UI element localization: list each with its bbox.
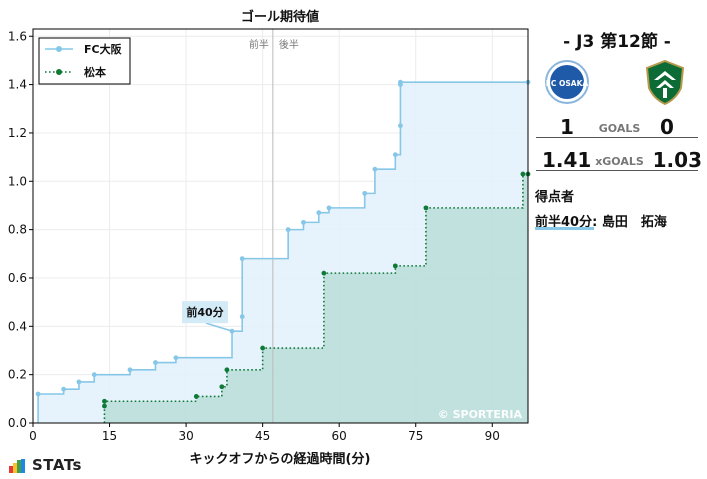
data-point — [520, 171, 526, 177]
data-point — [153, 360, 158, 365]
x-tick-label: 60 — [332, 429, 347, 443]
data-point — [260, 345, 266, 351]
axis-ticks: 0 15 30 45 60 75 90 0.0 0.2 0.4 0.6 0.8 1.0 1.2 1.4 1.6 — [8, 29, 500, 443]
data-point — [239, 256, 245, 262]
data-point — [61, 386, 67, 392]
home-team-crest: FC OSAKA — [545, 60, 589, 104]
data-point — [35, 391, 41, 397]
y-tick-label: 1.6 — [8, 29, 27, 43]
goal-annotation-label: 前40分 — [186, 305, 223, 319]
y-tick-label: 0.2 — [8, 368, 27, 382]
series-areas — [38, 82, 529, 423]
chart-title: ゴール期待値 — [241, 9, 319, 25]
x-axis-label: キックオフからの経過時間(分) — [190, 451, 371, 467]
divider — [536, 137, 698, 138]
data-point — [239, 314, 245, 320]
y-tick-label: 1.0 — [8, 174, 27, 188]
legend: FC大阪 松本 — [38, 37, 131, 85]
second-half-label: 後半 — [279, 38, 299, 51]
goals-label: GOALS — [598, 122, 641, 135]
series-lines — [37, 81, 528, 423]
data-point — [173, 355, 179, 361]
data-point — [127, 367, 133, 373]
home-xg: 1.41 — [542, 148, 592, 172]
goals-row: 1 GOALS 0 — [532, 115, 702, 141]
brand-name: STATs — [32, 456, 82, 474]
legend-marker-home — [56, 46, 62, 52]
series-points — [35, 79, 531, 409]
data-point — [392, 263, 398, 269]
goal-annotation-box — [182, 301, 229, 324]
y-tick-label: 0.8 — [8, 223, 27, 237]
data-point — [398, 123, 403, 129]
x-tick-label: 90 — [485, 429, 500, 443]
y-tick-label: 1.4 — [8, 78, 27, 92]
y-tick-label: 1.2 — [8, 126, 27, 140]
scorers-title: 得点者 — [535, 190, 575, 205]
xg-row: 1.41 xGOALS 1.03 — [532, 148, 702, 174]
data-point — [316, 210, 322, 216]
data-point — [423, 205, 429, 211]
y-tick-label: 0.0 — [8, 416, 27, 430]
line-home — [37, 81, 528, 423]
away-xg: 1.03 — [652, 148, 702, 172]
legend-label-away: 松本 — [84, 65, 106, 79]
x-tick-label: 30 — [178, 429, 193, 443]
data-point — [76, 379, 82, 385]
match-summary-panel: - J3 第12節 - FC OSAKA 1 GOALS 0 1.41 xGOA… — [532, 0, 702, 479]
data-point — [285, 227, 291, 233]
match-title: - J3 第12節 - — [563, 32, 671, 52]
goal-annotation-leader — [205, 322, 233, 332]
x-tick-label: 75 — [408, 429, 423, 443]
x-tick-label: 15 — [102, 429, 117, 443]
data-point — [392, 152, 398, 158]
data-point — [326, 205, 332, 211]
away-goals: 0 — [660, 115, 674, 139]
data-point — [219, 384, 225, 390]
data-point — [193, 394, 199, 399]
data-point — [321, 270, 327, 276]
x-tick-label: 0 — [29, 429, 37, 443]
data-point — [224, 367, 230, 373]
first-half-label: 前半 — [249, 38, 269, 51]
y-tick-label: 0.6 — [8, 271, 27, 285]
x-tick-label: 45 — [255, 429, 270, 443]
home-goals: 1 — [560, 115, 574, 139]
y-tick-label: 0.4 — [8, 319, 27, 333]
xg-label: xGOALS — [595, 155, 644, 168]
scorer-underline — [535, 227, 594, 230]
home-crest-text: FC OSAKA — [546, 79, 589, 88]
data-point — [398, 79, 403, 85]
brand-bars-icon — [9, 459, 27, 473]
data-point — [102, 398, 107, 404]
away-team-crest — [645, 59, 685, 106]
legend-label-home: FC大阪 — [84, 42, 123, 56]
data-point — [362, 190, 368, 196]
legend-box — [38, 37, 131, 85]
divider — [536, 170, 698, 171]
data-point — [229, 328, 235, 334]
xg-chart: ゴール期待値 前半 後半 前40分 © SPORTERIA 0 15 30 45 60 7… — [8, 9, 531, 467]
data-point — [102, 403, 107, 409]
data-point — [372, 166, 378, 172]
watermark: © SPORTERIA — [438, 408, 523, 421]
data-point — [301, 219, 306, 225]
plot-frame — [32, 28, 529, 424]
scorer-item: 前半40分: 島田 拓海 — [535, 215, 667, 230]
data-point — [91, 372, 97, 378]
legend-marker-away — [56, 69, 62, 75]
area-away — [104, 174, 528, 423]
goal-annotation: 前40分 — [182, 301, 233, 332]
